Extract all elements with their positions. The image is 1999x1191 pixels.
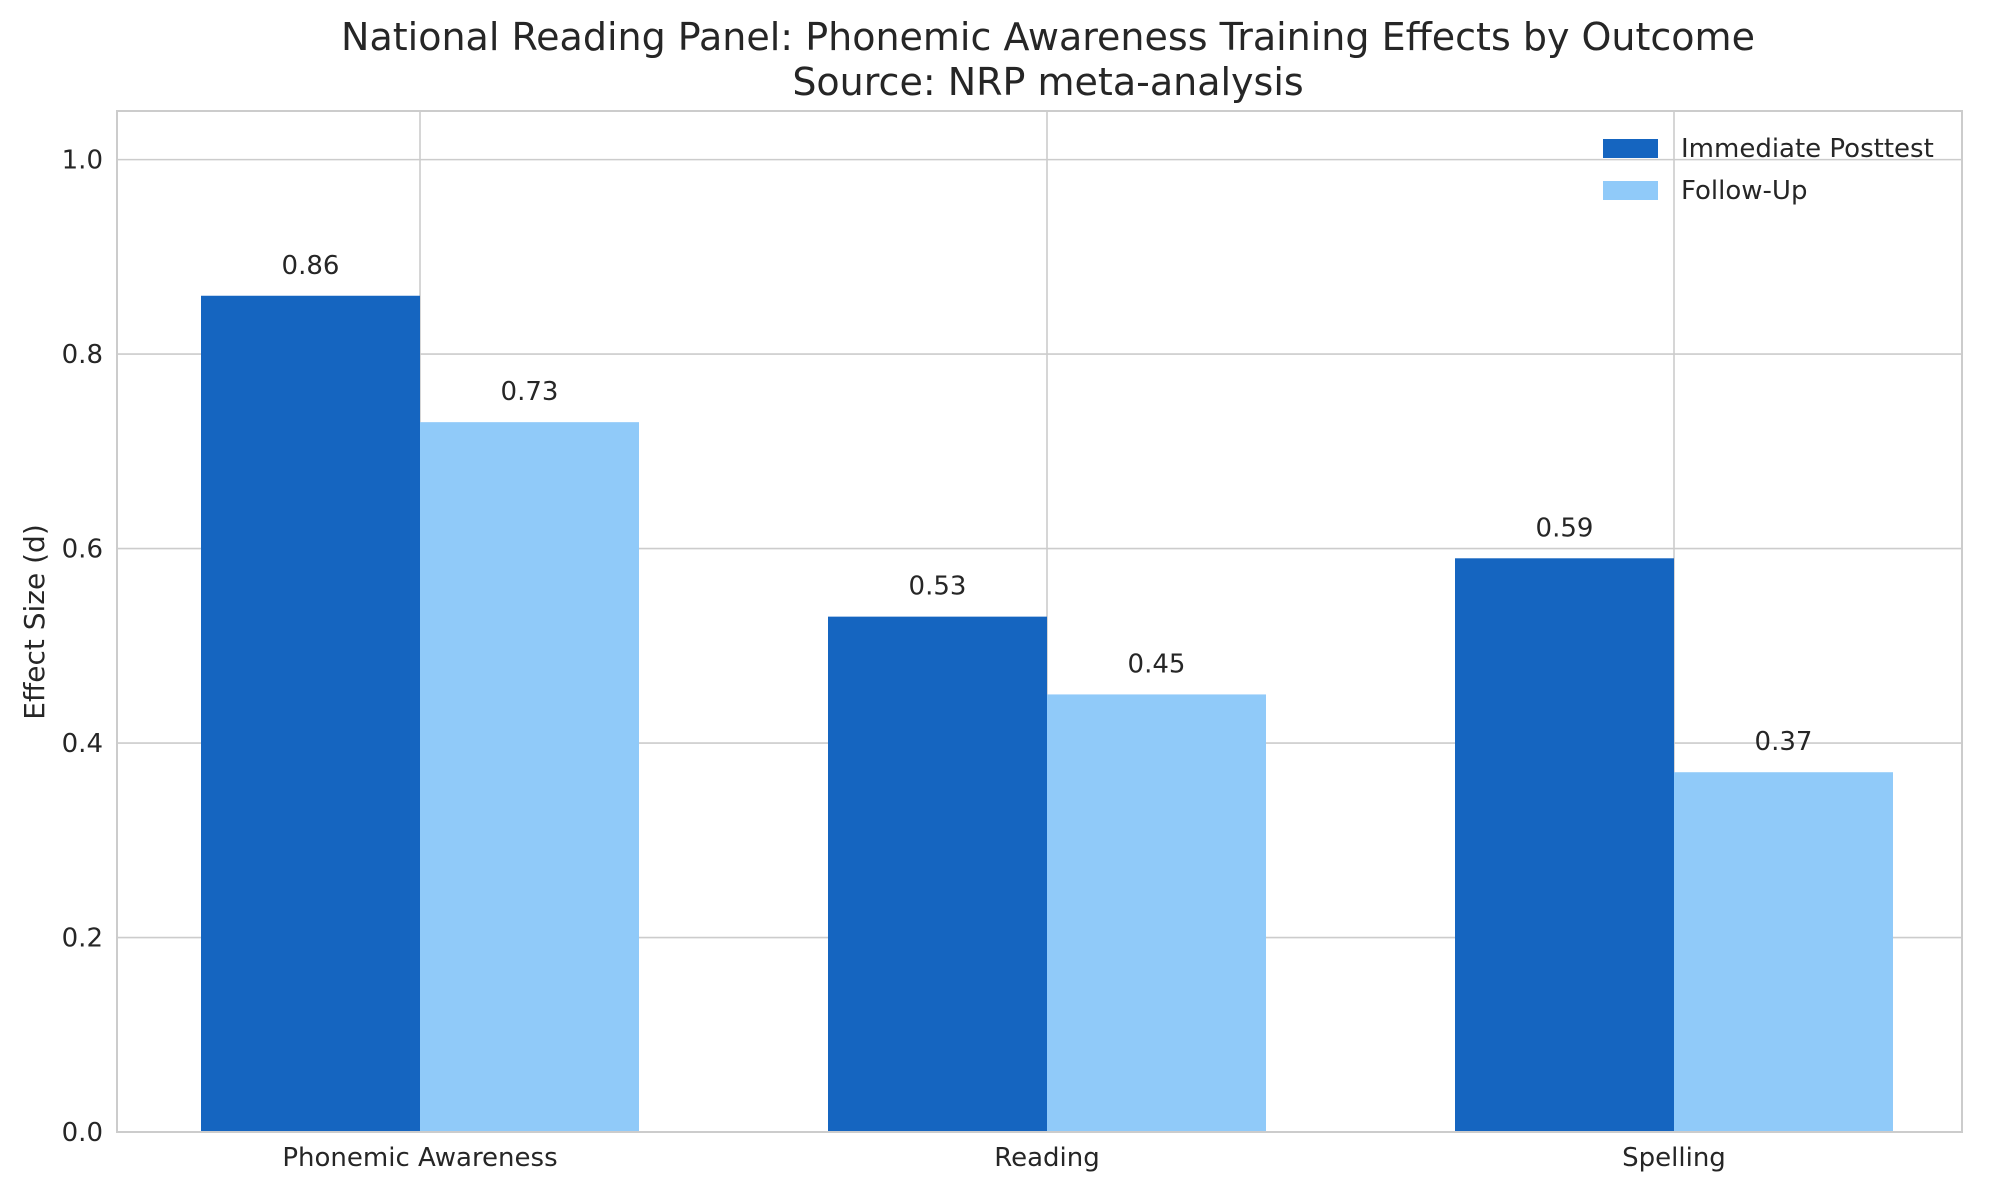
y-axis-label: Effect Size (d): [18, 524, 51, 719]
bar: [1674, 772, 1893, 1132]
y-tick-label: 0.8: [62, 340, 103, 370]
y-tick-label: 0.2: [62, 924, 103, 954]
y-tick-label: 1.0: [62, 146, 103, 176]
chart-title: National Reading Panel: Phonemic Awarene…: [341, 15, 1755, 59]
data-label: 0.45: [1128, 649, 1186, 679]
x-axis-ticks: Phonemic Awareness Reading Spelling: [282, 1143, 1725, 1173]
data-label: 0.73: [501, 377, 559, 407]
y-tick-label: 0.6: [62, 535, 103, 565]
bar: [1455, 558, 1674, 1132]
chart-subtitle: Source: NRP meta-analysis: [792, 60, 1303, 104]
y-axis-ticks: 0.0 0.2 0.4 0.6 0.8 1.0: [62, 146, 103, 1148]
bar: [201, 295, 420, 1132]
legend-swatch: [1603, 181, 1658, 200]
data-label: 0.86: [282, 251, 340, 281]
x-tick-label: Reading: [994, 1143, 1100, 1173]
bars: [201, 295, 1893, 1133]
bar: [420, 422, 639, 1133]
x-tick-label: Phonemic Awareness: [282, 1143, 557, 1173]
data-label: 0.37: [1755, 727, 1813, 757]
y-tick-label: 0.4: [62, 729, 103, 759]
legend-label: Immediate Posttest: [1681, 134, 1934, 164]
legend-label: Follow-Up: [1681, 176, 1807, 206]
bar: [828, 616, 1047, 1132]
y-tick-label: 0.0: [62, 1118, 103, 1148]
data-label: 0.53: [909, 572, 967, 602]
data-label: 0.59: [1536, 513, 1594, 543]
x-tick-label: Spelling: [1622, 1143, 1726, 1173]
data-labels: 0.86 0.53 0.59 0.73 0.45 0.37: [282, 251, 1813, 757]
bar: [1047, 694, 1266, 1132]
legend: Immediate Posttest Follow-Up: [1603, 134, 1934, 206]
plot-frame: [116, 110, 1963, 1133]
legend-swatch: [1603, 139, 1658, 158]
